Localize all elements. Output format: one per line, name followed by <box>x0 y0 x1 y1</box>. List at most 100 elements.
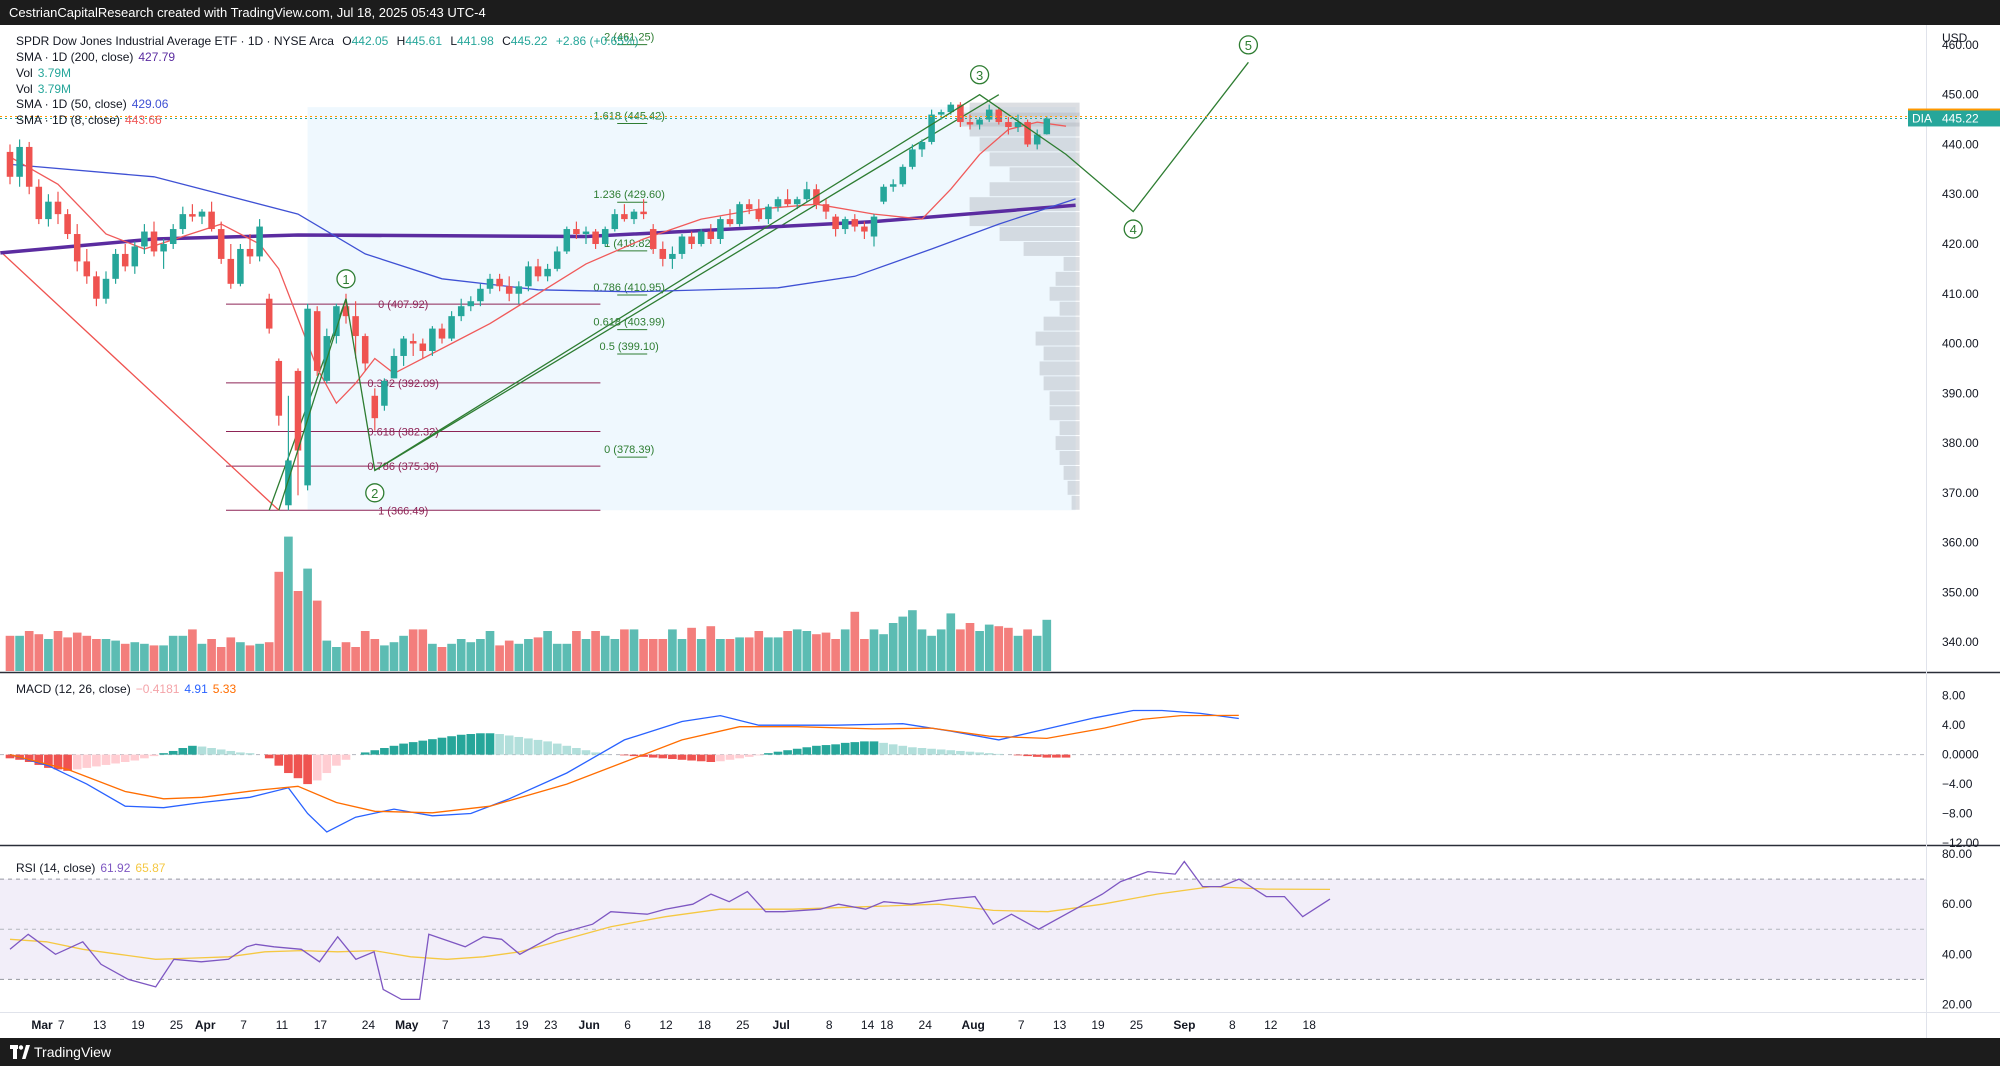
macd-histogram-bar <box>936 749 946 755</box>
elliott-wave-label: 1 <box>342 272 349 287</box>
candle-body <box>649 229 657 249</box>
volume-bar <box>82 635 92 671</box>
footer-brand[interactable]: TradingView <box>34 1044 112 1060</box>
rsi-tick-label: 20.00 <box>1942 997 1972 1011</box>
volume-bar <box>408 629 418 671</box>
legend-vol-2[interactable]: Vol 3.79M <box>16 82 76 96</box>
macd-histogram-bar <box>888 744 898 755</box>
macd-histogram-bar <box>869 741 879 755</box>
time-axis-label: 18 <box>1303 1018 1317 1032</box>
price-tick-label: 340.00 <box>1942 635 1979 649</box>
macd-histogram-bar <box>524 738 533 755</box>
candle-body <box>342 306 350 317</box>
sma50-label: SMA · 1D (50, close) <box>16 97 127 111</box>
open-label: O <box>342 34 352 48</box>
volume-bar <box>802 631 812 671</box>
volume-bar <box>994 626 1004 671</box>
price-tick-label: 400.00 <box>1942 337 1979 351</box>
fib-extension-label: 2 (461.25) <box>604 32 654 44</box>
candle-body <box>505 286 513 294</box>
candle-body <box>352 316 359 337</box>
elliott-wave-marker <box>336 269 356 289</box>
volume-profile-row <box>1059 451 1080 465</box>
macd-histogram-bar <box>956 750 965 755</box>
time-axis-label: 19 <box>515 1018 529 1032</box>
time-axis-label: 24 <box>919 1018 933 1032</box>
chart-canvas[interactable]: 460.00450.00440.00430.00420.00410.00400.… <box>0 25 2000 1038</box>
volume-bar <box>648 639 658 671</box>
candle-body <box>592 231 599 244</box>
time-axis-label: 24 <box>362 1018 376 1032</box>
price-tick-label: 350.00 <box>1942 585 1979 599</box>
macd-histogram-bar <box>975 752 984 755</box>
candle-body <box>429 328 436 351</box>
attribution-text: CestrianCapitalResearch created with Tra… <box>9 5 486 20</box>
macd-histogram-bar <box>53 754 63 770</box>
time-axis-label: Mar <box>31 1018 53 1032</box>
legend-sma50[interactable]: SMA · 1D (50, close) 429.06 <box>16 97 173 111</box>
legend-sma200[interactable]: SMA · 1D (200, close) 427.79 <box>16 50 180 64</box>
volume-bar <box>706 626 716 671</box>
candle-body <box>573 229 580 235</box>
volume-bar <box>332 647 341 671</box>
macd-histogram-bar <box>600 753 610 755</box>
volume-bar <box>303 568 312 671</box>
fib-retracement-label: 1 (366.49) <box>378 505 428 517</box>
candle-body <box>304 308 311 486</box>
volume-bar <box>533 637 543 671</box>
volume-bar <box>610 639 620 671</box>
candle-body <box>841 219 849 230</box>
macd-histogram-bar <box>82 754 92 768</box>
legend-macd[interactable]: MACD (12, 26, close) −0.4181 4.91 5.33 <box>16 682 241 696</box>
volume-bar <box>552 643 562 671</box>
time-axis-label: 11 <box>276 1018 289 1032</box>
macd-histogram-bar <box>389 745 399 755</box>
time-axis-label: 7 <box>442 1018 449 1032</box>
trendline <box>374 94 1000 471</box>
volume-profile-row <box>1063 465 1080 480</box>
macd-histogram-bar <box>168 750 178 755</box>
volume-bar <box>284 536 293 671</box>
volume-bar <box>629 629 639 671</box>
volume-bar <box>1004 627 1013 671</box>
legend-vol-1[interactable]: Vol 3.79M <box>16 66 76 80</box>
legend-rsi[interactable]: RSI (14, close) 61.92 65.87 <box>16 861 170 875</box>
open-value: 442.05 <box>351 34 389 48</box>
sma8-label: SMA · 1D (8, close) <box>16 113 121 127</box>
volume-bar <box>466 642 476 671</box>
candle-body <box>928 114 935 142</box>
candle-body <box>419 343 427 351</box>
volume-bar <box>34 634 44 671</box>
time-axis-label: 17 <box>314 1018 328 1032</box>
volume-bar <box>581 639 591 671</box>
macd-histogram-bar <box>927 748 936 755</box>
fib-retracement-label: 0.382 (392.09) <box>367 378 439 390</box>
volume-profile-row <box>989 152 1080 167</box>
macd-histogram-bar <box>44 754 53 768</box>
macd-tick-label: −12.00 <box>1942 836 1979 850</box>
tradingview-logo-icon[interactable] <box>10 1045 30 1059</box>
volume-bar <box>418 629 428 671</box>
volume-bar <box>840 629 850 671</box>
time-axis-label: 14 <box>861 1018 875 1032</box>
macd-histogram-bar <box>831 744 840 755</box>
macd-line <box>9 709 1239 833</box>
volume-bar <box>197 643 207 671</box>
high-label: H <box>396 34 406 48</box>
symbol-title[interactable]: SPDR Dow Jones Industrial Average ETF · … <box>16 34 334 48</box>
macd-histogram-bar <box>437 737 447 755</box>
candle-body <box>1014 122 1022 128</box>
volume-bar <box>264 642 274 671</box>
volume-bar <box>572 631 581 671</box>
candle-body <box>784 199 791 205</box>
candle-body <box>438 328 446 339</box>
legend-symbol-row: SPDR Dow Jones Industrial Average ETF · … <box>16 34 644 48</box>
volume-bar <box>754 631 764 671</box>
macd-histogram-bar <box>293 754 303 779</box>
time-axis-label: 19 <box>131 1018 145 1032</box>
legend-sma8[interactable]: SMA · 1D (8, close) 443.66 <box>16 113 167 127</box>
volume-bar <box>600 635 610 671</box>
macd-histogram-bar <box>572 748 581 755</box>
time-axis-label: 25 <box>1130 1018 1144 1032</box>
volume-bar <box>850 611 860 671</box>
